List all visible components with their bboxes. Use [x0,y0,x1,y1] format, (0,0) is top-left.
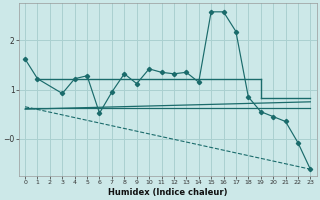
X-axis label: Humidex (Indice chaleur): Humidex (Indice chaleur) [108,188,228,197]
